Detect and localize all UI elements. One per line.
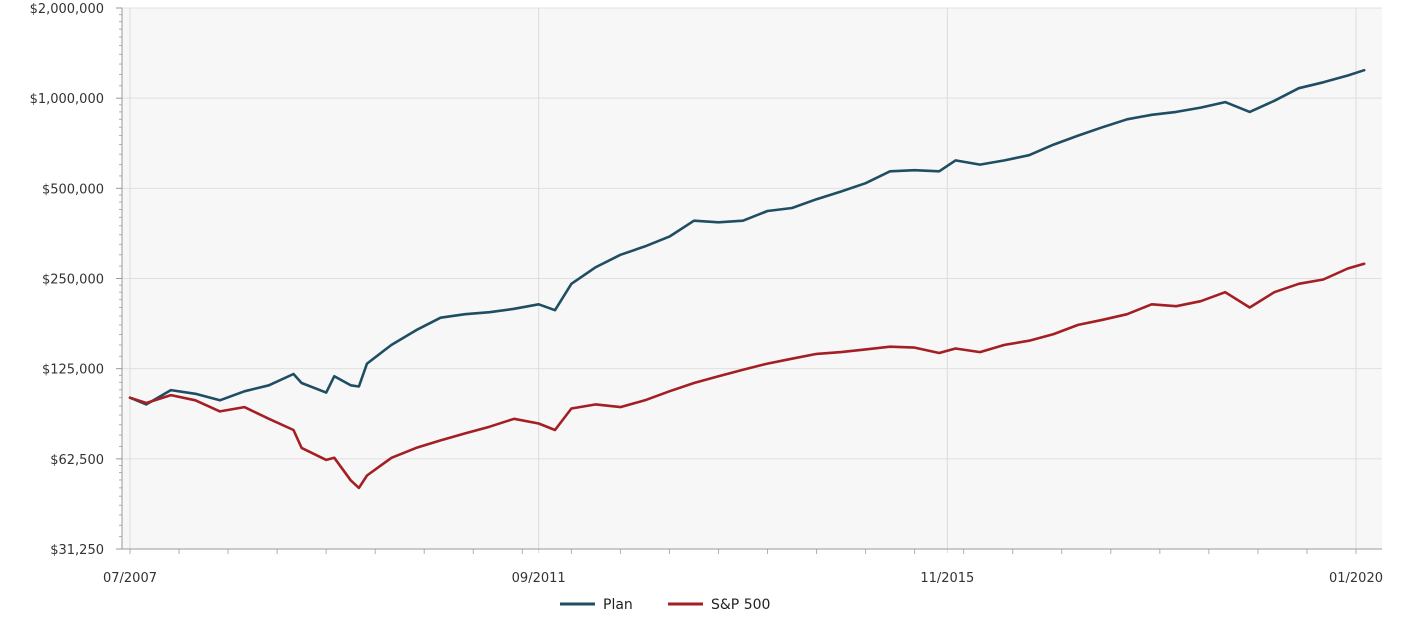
y-tick-label: $125,000 xyxy=(42,363,104,378)
y-tick-label: $31,250 xyxy=(50,543,104,558)
legend-item-sp500-label: S&P 500 xyxy=(711,597,770,613)
x-tick-label: 09/2011 xyxy=(512,571,566,586)
y-tick-label: $2,000,000 xyxy=(30,2,104,17)
y-tick-label: $250,000 xyxy=(42,273,104,288)
legend: Plan S&P 500 xyxy=(560,597,770,613)
plan-series-line xyxy=(128,68,1366,406)
minor-tick-marks xyxy=(116,7,1382,554)
x-tick-label: 11/2015 xyxy=(920,571,974,586)
y-tick-label: $62,500 xyxy=(50,453,104,468)
series-lines xyxy=(128,68,1366,490)
legend-item-plan-label: Plan xyxy=(603,597,633,613)
y-tick-label: $500,000 xyxy=(42,182,104,197)
y-tick-label: $1,000,000 xyxy=(30,92,104,107)
sp500-series-line xyxy=(128,262,1366,490)
y-axis-tick-labels: $2,000,000 $1,000,000 $500,000 $250,000 $125… xyxy=(30,2,104,558)
x-tick-label: 07/2007 xyxy=(103,571,157,586)
x-tick-label: 01/2020 xyxy=(1329,571,1383,586)
x-axis-tick-labels: 07/2007 09/2011 11/2015 01/2020 xyxy=(103,571,1383,586)
